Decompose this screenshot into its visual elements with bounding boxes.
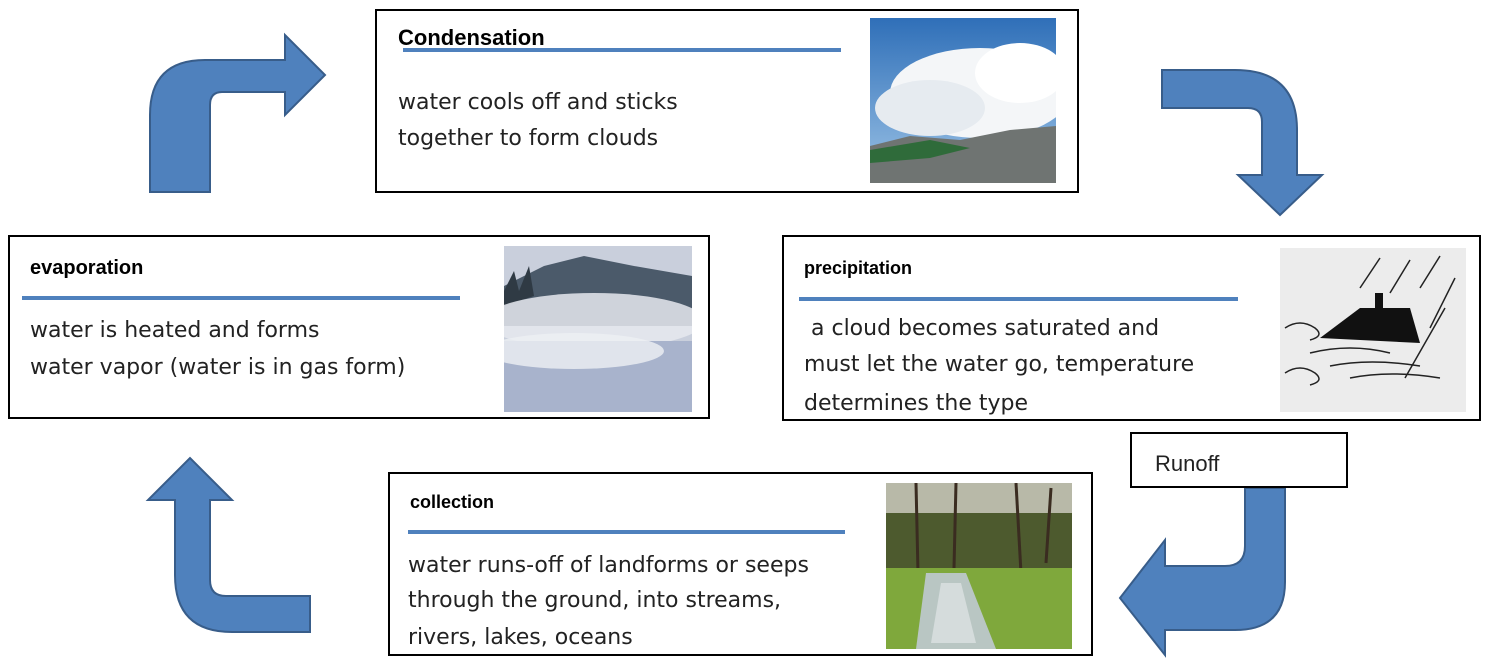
mist-photo [504,246,692,412]
rule [403,48,841,52]
arrow [1162,70,1322,215]
rule [22,296,460,300]
node-text: through the ground, into streams, [408,588,781,613]
water-cycle-diagram: Condensation water cools off and sticks … [0,0,1492,658]
runoff-box: Runoff [1130,432,1348,488]
node-text: a cloud becomes saturated and [804,316,1159,341]
node-title: precipitation [804,258,912,279]
node-text: water cools off and sticks [398,90,678,115]
stream-photo [886,483,1072,649]
node-box: Condensation water cools off and sticks … [375,9,1079,193]
node-box: precipitation a cloud becomes saturated … [782,235,1481,421]
arrow [148,458,310,632]
node-text: together to form clouds [398,126,658,151]
rule [408,530,845,534]
node-text: water vapor (water is in gas form) [30,355,405,380]
node-text: rivers, lakes, oceans [408,625,633,650]
node-text: water runs-off of landforms or seeps [408,553,809,578]
rule [799,297,1238,301]
node-title: evaporation [30,257,143,280]
node-box: collection water runs-off of landforms o… [388,472,1093,656]
arrow [1120,488,1285,655]
runoff-label: Runoff [1155,451,1219,477]
node-text: must let the water go, temperature [804,352,1194,377]
cloud-photo [870,18,1056,183]
rain-drawing [1280,248,1466,412]
node-text: water is heated and forms [30,318,319,343]
arrow [150,35,325,192]
node-title: collection [410,492,494,513]
node-box: evaporation water is heated and forms wa… [8,235,710,419]
node-text: determines the type [804,391,1028,416]
